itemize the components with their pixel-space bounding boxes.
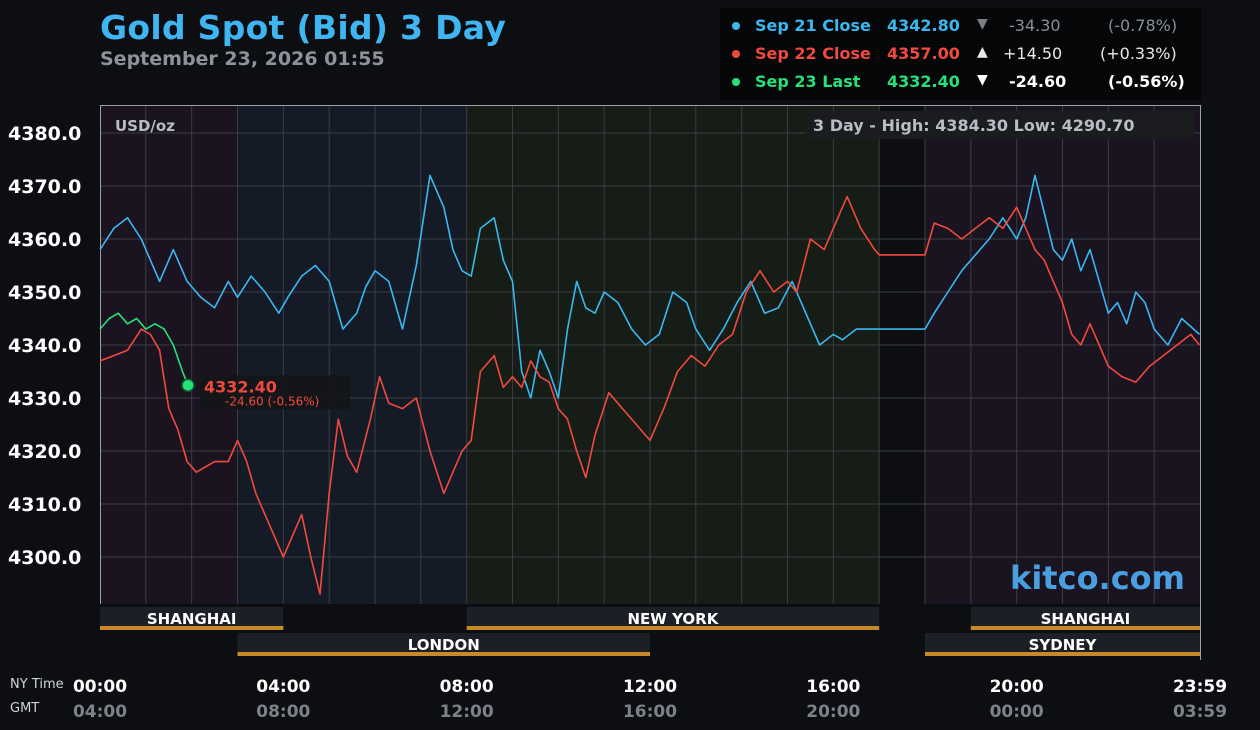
grid — [100, 105, 1200, 604]
series-line — [99, 195, 1201, 595]
legend-row-sep23: Sep 23 Last 4332.40 ▼ -24.60 (-0.56%) — [720, 72, 1201, 100]
kitco-watermark: kitco.com — [1010, 559, 1185, 597]
chart-title: Gold Spot (Bid) 3 Day — [100, 8, 507, 47]
legend-row-sep21: Sep 21 Close 4342.80 ▼ -34.30 (-0.78%) — [720, 16, 1201, 44]
session-label: SYDNEY — [1029, 636, 1098, 654]
legend-pct: (-0.78%) — [1108, 16, 1178, 35]
session-block — [970, 607, 1200, 629]
x-tick-label-ny: 23:59 — [1173, 677, 1227, 697]
x-tick-label-ny: 08:00 — [440, 677, 494, 697]
up-arrow-icon: ▲ — [977, 44, 988, 60]
gmt-label: GMT — [10, 701, 39, 716]
session-backgrounds — [100, 105, 1200, 604]
session-bar — [970, 626, 1200, 630]
session-bar — [925, 652, 1200, 656]
y-tick-label: 4380.0 — [8, 123, 81, 145]
session-label: SHANGHAI — [1041, 610, 1131, 628]
y-axis: 4380.0 4370.0 4360.0 4350.0 4340.0 4330.0 4320… — [8, 123, 81, 569]
session-block — [237, 633, 650, 655]
legend-label: Sep 23 Last — [755, 72, 861, 91]
last-price-marker — [181, 378, 195, 393]
high-low-box — [806, 111, 1194, 139]
legend-dot-icon — [732, 22, 740, 30]
legend-pct: (-0.56%) — [1108, 72, 1185, 91]
y-tick-label: 4310.0 — [8, 494, 81, 516]
session-band — [100, 105, 238, 604]
down-arrow-icon: ▼ — [977, 72, 988, 88]
legend-value: 4357.00 — [887, 44, 960, 63]
annotation-change: -24.60 (-0.56%) — [225, 394, 319, 408]
unit-label: USD/oz — [115, 117, 175, 135]
x-tick-label-ny: 12:00 — [623, 677, 677, 697]
session-label: LONDON — [408, 636, 480, 654]
x-tick-label-ny: 20:00 — [990, 677, 1044, 697]
session-band — [879, 105, 925, 604]
legend-change: +14.50 — [1003, 44, 1063, 63]
chart-subtitle: September 23, 2026 01:55 — [100, 48, 385, 70]
x-tick-label-gmt: 16:00 — [623, 702, 677, 722]
session-band — [466, 105, 880, 604]
y-tick-label: 4370.0 — [8, 176, 81, 198]
down-arrow-icon: ▼ — [977, 16, 988, 32]
annotation-price: 4332.40 — [204, 377, 277, 396]
series-lines — [99, 174, 1201, 595]
legend-label: Sep 22 Close — [755, 44, 871, 63]
x-tick-label-gmt: 00:00 — [990, 702, 1044, 722]
session-block — [466, 607, 880, 629]
y-tick-label: 4330.0 — [8, 388, 81, 410]
y-tick-label: 4350.0 — [8, 282, 81, 304]
session-label: NEW YORK — [628, 610, 720, 628]
x-tick-label-ny: 16:00 — [806, 677, 860, 697]
legend-dot-icon — [732, 78, 740, 86]
x-tick-label-ny: 04:00 — [256, 677, 310, 697]
legend-value: 4332.40 — [887, 72, 960, 91]
session-bars: SHANGHAI NEW YORK SHANGHAI LONDON SYDNEY — [100, 604, 1200, 660]
legend-row-sep22: Sep 22 Close 4357.00 ▲ +14.50 (+0.33%) — [720, 44, 1201, 72]
high-low-label: 3 Day - High: 4384.30 Low: 4290.70 — [813, 116, 1134, 135]
x-tick-label-gmt: 08:00 — [256, 702, 310, 722]
y-tick-label: 4320.0 — [8, 441, 81, 463]
x-tick-label-gmt: 03:59 — [1173, 702, 1227, 722]
legend: Sep 21 Close 4342.80 ▼ -34.30 (-0.78%) S… — [720, 8, 1201, 100]
legend-pct: (+0.33%) — [1100, 44, 1177, 63]
legend-dot-icon — [732, 50, 740, 58]
x-tick-label-gmt: 20:00 — [806, 702, 860, 722]
session-bar — [466, 626, 880, 630]
y-tick-label: 4300.0 — [8, 547, 81, 569]
legend-change: -34.30 — [1009, 16, 1061, 35]
x-tick-label-ny: 00:00 — [73, 677, 127, 697]
x-axis: NY Time GMT 00:00 04:00 04:00 08:00 08:00 12:00… — [10, 677, 1227, 722]
legend-value: 4342.80 — [887, 16, 960, 35]
session-block — [100, 607, 284, 629]
y-tick-label: 4340.0 — [8, 335, 81, 357]
x-tick-label-gmt: 12:00 — [440, 702, 494, 722]
session-bar — [237, 652, 650, 656]
legend-label: Sep 21 Close — [755, 16, 871, 35]
session-label: SHANGHAI — [147, 610, 237, 628]
series-line — [99, 174, 1201, 399]
legend-change: -24.60 — [1009, 72, 1067, 91]
session-block — [925, 633, 1200, 655]
series-line — [99, 312, 189, 386]
x-tick-label-gmt: 04:00 — [73, 702, 127, 722]
ny-time-label: NY Time — [10, 677, 64, 692]
annotation-box — [200, 375, 350, 410]
session-bar — [100, 626, 284, 630]
last-price-annotation: 4332.40 -24.60 (-0.56%) — [181, 375, 350, 410]
y-tick-label: 4360.0 — [8, 229, 81, 251]
